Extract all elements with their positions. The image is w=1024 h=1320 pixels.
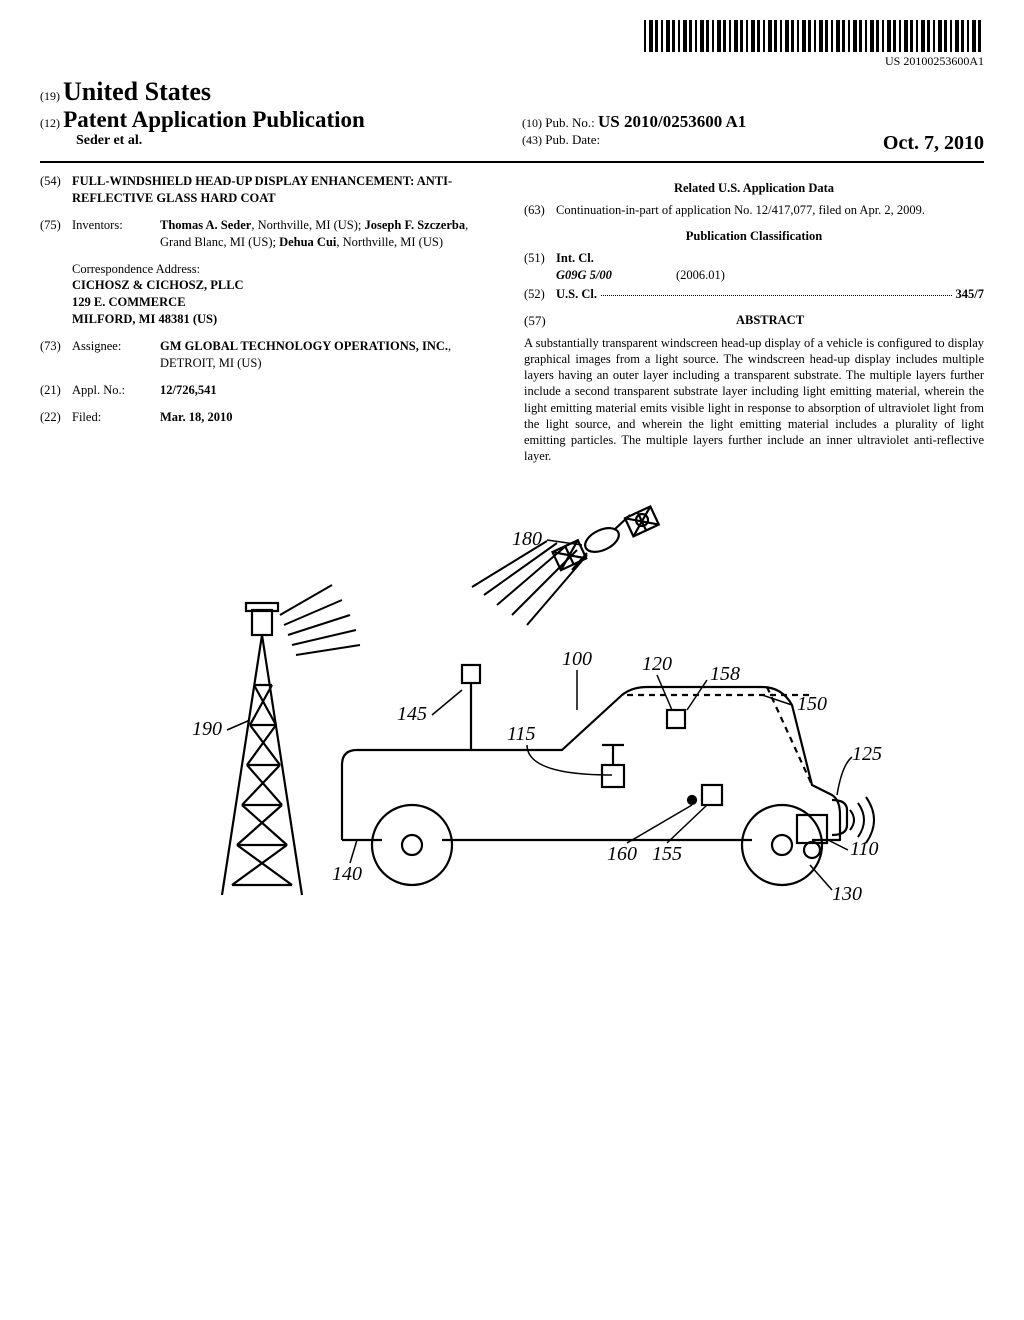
assignee-field: (73) Assignee: GM GLOBAL TECHNOLOGY OPER… <box>40 338 500 372</box>
filed-field: (22) Filed: Mar. 18, 2010 <box>40 409 500 426</box>
fig-label-150: 150 <box>797 693 827 715</box>
int-cl-label: Int. Cl. <box>556 250 984 267</box>
fig-label-120: 120 <box>642 653 672 675</box>
code-52: (52) <box>524 286 556 303</box>
int-cl-field: (51) Int. Cl. G09G 5/00 (2006.01) <box>524 250 984 284</box>
pub-date-label: Pub. Date: <box>545 132 600 147</box>
us-cl-label: U.S. Cl. <box>556 286 597 303</box>
pub-date: Oct. 7, 2010 <box>883 132 984 155</box>
assignee-value: GM GLOBAL TECHNOLOGY OPERATIONS, INC., D… <box>160 338 500 372</box>
fig-label-145: 145 <box>397 703 427 725</box>
code-54: (54) <box>40 173 72 207</box>
filed-label: Filed: <box>72 409 160 426</box>
fig-label-100: 100 <box>562 648 592 670</box>
abstract-header: (57) ABSTRACT <box>524 313 984 329</box>
abstract-heading: ABSTRACT <box>556 313 984 329</box>
fig-label-110: 110 <box>850 838 879 860</box>
code-12: (12) <box>40 116 60 130</box>
code-10: (10) <box>522 116 542 130</box>
tower-icon <box>222 603 302 895</box>
us-cl-value: 345/7 <box>956 286 984 303</box>
abstract-text: A substantially transparent windscreen h… <box>524 335 984 465</box>
fig-label-158: 158 <box>710 663 740 685</box>
fig-label-190: 190 <box>192 718 222 740</box>
header-divider <box>40 161 984 163</box>
correspondence-line2: 129 E. COMMERCE <box>72 294 500 311</box>
us-cl-field: (52) U.S. Cl. 345/7 <box>524 286 984 303</box>
inventors-field: (75) Inventors: Thomas A. Seder, Northvi… <box>40 217 500 251</box>
fig-label-115: 115 <box>507 723 536 745</box>
appl-no-value: 12/726,541 <box>160 382 500 399</box>
code-43: (43) <box>522 133 542 147</box>
barcode-stripes <box>644 20 984 52</box>
pub-no: US 2010/0253600 A1 <box>598 112 746 131</box>
correspondence-address: Correspondence Address: CICHOSZ & CICHOS… <box>72 261 500 329</box>
code-63: (63) <box>524 202 556 219</box>
fig-label-155: 155 <box>652 843 682 865</box>
fig-label-130: 130 <box>832 883 862 905</box>
authors: Seder et al. <box>40 133 502 149</box>
fig-label-125: 125 <box>852 743 882 765</box>
publication-type: Patent Application Publication <box>63 107 365 132</box>
filed-value: Mar. 18, 2010 <box>160 409 500 426</box>
document-header: (19) United States (12) Patent Applicati… <box>40 77 984 155</box>
invention-title: FULL-WINDSHIELD HEAD-UP DISPLAY ENHANCEM… <box>72 173 500 207</box>
bibliographic-columns: (54) FULL-WINDSHIELD HEAD-UP DISPLAY ENH… <box>40 173 984 465</box>
correspondence-line1: CICHOSZ & CICHOSZ, PLLC <box>72 277 500 294</box>
satellite-icon <box>552 506 658 570</box>
barcode-text: US 20100253600A1 <box>644 54 984 69</box>
int-cl-year: (2006.01) <box>676 267 725 284</box>
assignee-label: Assignee: <box>72 338 160 372</box>
continuation-field: (63) Continuation-in-part of application… <box>524 202 984 219</box>
left-column: (54) FULL-WINDSHIELD HEAD-UP DISPLAY ENH… <box>40 173 500 465</box>
continuation-text: Continuation-in-part of application No. … <box>556 202 984 219</box>
tower-signal-icon <box>280 585 360 655</box>
code-75: (75) <box>40 217 72 251</box>
barcode-region: US 20100253600A1 <box>40 20 984 69</box>
title-field: (54) FULL-WINDSHIELD HEAD-UP DISPLAY ENH… <box>40 173 500 207</box>
appl-no-field: (21) Appl. No.: 12/726,541 <box>40 382 500 399</box>
correspondence-label: Correspondence Address: <box>72 261 500 278</box>
dotted-leader <box>601 286 952 296</box>
related-heading: Related U.S. Application Data <box>524 181 984 196</box>
code-19: (19) <box>40 89 60 103</box>
code-51: (51) <box>524 250 556 284</box>
code-73: (73) <box>40 338 72 372</box>
country: United States <box>63 77 211 106</box>
patent-figure: 180 190 145 115 100 120 158 150 125 110 … <box>132 495 892 955</box>
code-22: (22) <box>40 409 72 426</box>
figure-area: 180 190 145 115 100 120 158 150 125 110 … <box>40 495 984 959</box>
inventors-label: Inventors: <box>72 217 160 251</box>
barcode: US 20100253600A1 <box>644 20 984 69</box>
code-21: (21) <box>40 382 72 399</box>
fig-label-180: 180 <box>512 528 542 550</box>
appl-no-label: Appl. No.: <box>72 382 160 399</box>
inventors-value: Thomas A. Seder, Northville, MI (US); Jo… <box>160 217 500 251</box>
pub-no-label: Pub. No.: <box>545 115 594 130</box>
code-57: (57) <box>524 313 556 329</box>
correspondence-line3: MILFORD, MI 48381 (US) <box>72 311 500 328</box>
classification-heading: Publication Classification <box>524 229 984 244</box>
fig-label-140: 140 <box>332 863 362 885</box>
radar-waves-icon <box>850 797 874 843</box>
right-column: Related U.S. Application Data (63) Conti… <box>524 173 984 465</box>
int-cl-class: G09G 5/00 <box>556 267 676 284</box>
fig-label-160: 160 <box>607 843 637 865</box>
